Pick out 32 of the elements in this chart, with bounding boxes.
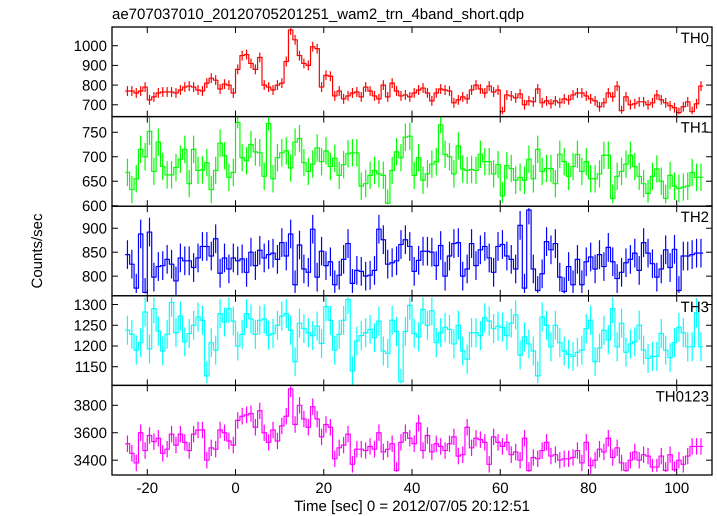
y-tick-label: 1200 (74, 338, 107, 356)
series-label: TH2 (680, 209, 709, 226)
y-tick-label: 800 (82, 268, 107, 286)
x-tick-label: 40 (404, 480, 420, 497)
chart-title: ae707037010_20120705201251_wam2_trn_4band_short.qdp (112, 6, 524, 23)
y-tick-label: 700 (82, 97, 107, 114)
y-tick-label: 800 (82, 77, 107, 94)
y-tick-label: 3600 (74, 424, 107, 442)
y-tick-label: 1150 (74, 358, 107, 376)
y-tick-label: 900 (82, 220, 107, 238)
x-tick-label: 0 (231, 480, 240, 497)
y-axis-title: Counts/sec (29, 212, 46, 289)
text: TH0123 (656, 388, 709, 406)
y-tick-label: 1000 (74, 38, 107, 55)
y-tick-label: 1300 (74, 296, 107, 314)
y-tick-label: 750 (82, 124, 107, 142)
x-tick-label: 100 (664, 480, 690, 497)
text: TH1 (680, 120, 709, 137)
x-axis-title: Time [sec] 0 = 2012/07/05 20:12:51 (294, 498, 530, 515)
x-tick-label: 20 (315, 480, 332, 497)
y-tick-label: 3400 (74, 452, 107, 470)
y-tick-label: 3800 (74, 398, 107, 415)
y-tick-label: 850 (82, 244, 107, 262)
y-tick-label: 1250 (74, 318, 107, 334)
x-tick-label: -20 (136, 480, 158, 497)
text: TH0 (680, 30, 709, 47)
y-tick-label: 600 (82, 198, 107, 215)
y-tick-label: 650 (82, 173, 107, 190)
x-tick-label: 60 (492, 480, 509, 497)
x-tick-label: 80 (580, 480, 597, 497)
y-tick-label: 700 (82, 149, 107, 166)
y-tick-label: 900 (82, 58, 107, 75)
